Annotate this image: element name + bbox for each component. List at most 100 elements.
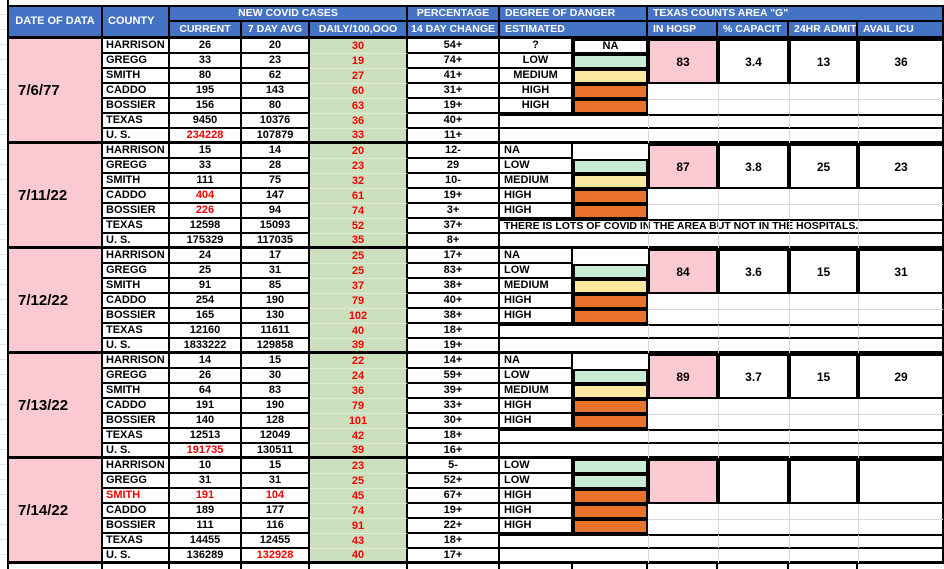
current-cases-cell[interactable]: 14455 [170,534,242,549]
county-cell[interactable]: HARRISON [103,459,170,474]
danger-label-cell[interactable]: HIGH [500,519,573,534]
7-day-avg-cell[interactable]: 11611 [242,324,310,339]
14-day-change-cell[interactable]: 12- [408,144,500,159]
date-cell[interactable]: 7/12/22 [7,249,103,354]
14-day-change-cell[interactable]: 18+ [408,429,500,444]
capacity-value[interactable]: 3.6 [718,249,789,294]
danger-label-cell[interactable]: NA [500,249,573,264]
empty-band[interactable] [500,129,944,144]
danger-label-cell[interactable]: LOW [500,159,573,174]
14-day-change-cell[interactable]: 19+ [408,99,500,114]
empty-band[interactable] [500,549,944,564]
14-day-change-cell[interactable]: 37+ [408,219,500,234]
current-cases-cell[interactable]: 14 [170,354,242,369]
current-cases-cell[interactable]: 191735 [170,444,242,459]
current-cases-cell[interactable]: 10 [170,459,242,474]
danger-swatch[interactable] [573,69,648,84]
county-cell[interactable]: U. S. [103,444,170,459]
danger-label-cell[interactable]: HIGH [500,189,573,204]
header-county[interactable]: COUNTY [103,5,170,39]
daily-per-100k-cell[interactable]: 39 [310,339,408,354]
danger-label-cell[interactable]: HIGH [500,204,573,219]
7-day-avg-cell[interactable]: 129858 [242,339,310,354]
header-pct-capacity[interactable]: % CAPACIT [718,22,789,39]
in-hosp-value[interactable]: 84 [648,249,718,294]
danger-label-cell[interactable]: HIGH [500,309,573,324]
avail-icu-value[interactable] [858,459,944,504]
7-day-avg-cell[interactable]: 75 [242,174,310,189]
current-cases-cell[interactable]: 12513 [170,429,242,444]
14-day-change-cell[interactable]: 40+ [408,294,500,309]
header-daily-per-100k[interactable]: DAILY/100,OOO [310,22,408,39]
danger-swatch[interactable] [573,384,648,399]
danger-swatch[interactable] [573,159,648,174]
county-cell[interactable]: GREGG [103,474,170,489]
daily-per-100k-cell[interactable]: 33 [310,129,408,144]
current-cases-cell[interactable]: 111 [170,174,242,189]
daily-per-100k-cell[interactable]: 20 [310,144,408,159]
note-cell[interactable] [500,534,944,549]
current-cases-cell[interactable]: 189 [170,504,242,519]
24hr-admit-value[interactable]: 15 [789,249,858,294]
current-cases-cell[interactable]: 26 [170,39,242,54]
county-cell[interactable]: BOSSIER [103,99,170,114]
current-cases-cell[interactable]: 9450 [170,114,242,129]
county-cell[interactable]: TEXAS [103,324,170,339]
current-cases-cell[interactable]: 234228 [170,129,242,144]
county-cell[interactable]: U. S. [103,549,170,564]
7-day-avg-cell[interactable]: 14 [242,144,310,159]
county-cell[interactable]: CADDO [103,399,170,414]
current-cases-cell[interactable]: 31 [170,474,242,489]
date-cell[interactable]: 7/14/22 [7,459,103,564]
7-day-avg-cell[interactable]: 190 [242,294,310,309]
14-day-change-cell[interactable]: 52+ [408,474,500,489]
daily-per-100k-cell[interactable]: 45 [310,489,408,504]
daily-per-100k-cell[interactable]: 27 [310,69,408,84]
14-day-change-cell[interactable]: 59+ [408,369,500,384]
danger-swatch[interactable] [573,294,648,309]
danger-swatch[interactable] [573,474,648,489]
current-cases-cell[interactable]: 404 [170,189,242,204]
14-day-change-cell[interactable]: 16+ [408,444,500,459]
capacity-value[interactable]: 3.4 [718,39,789,84]
7-day-avg-cell[interactable]: 62 [242,69,310,84]
current-cases-cell[interactable]: 12160 [170,324,242,339]
in-hosp-value[interactable]: 83 [648,39,718,84]
14-day-change-cell[interactable]: 17+ [408,249,500,264]
danger-swatch[interactable]: NA [573,39,648,54]
header-in-hosp[interactable]: IN HOSP [648,22,718,39]
danger-swatch[interactable] [573,189,648,204]
daily-per-100k-cell[interactable]: 22 [310,354,408,369]
daily-per-100k-cell[interactable]: 60 [310,84,408,99]
daily-per-100k-cell[interactable]: 25 [310,249,408,264]
14-day-change-cell[interactable]: 29 [408,159,500,174]
danger-swatch[interactable] [573,489,648,504]
county-cell[interactable]: SMITH [103,69,170,84]
danger-label-cell[interactable]: ? [500,39,573,54]
county-cell[interactable]: U. S. [103,339,170,354]
header-texas-counts[interactable]: TEXAS COUNTS AREA "G" [648,5,944,22]
danger-label-cell[interactable]: MEDIUM [500,174,573,189]
7-day-avg-cell[interactable]: 177 [242,504,310,519]
daily-per-100k-cell[interactable]: 79 [310,294,408,309]
current-cases-cell[interactable]: 140 [170,414,242,429]
danger-swatch[interactable] [573,279,648,294]
current-cases-cell[interactable]: 136289 [170,549,242,564]
daily-per-100k-cell[interactable]: 74 [310,504,408,519]
24hr-admit-value[interactable]: 25 [789,144,858,189]
current-cases-cell[interactable]: 111 [170,519,242,534]
avail-icu-value[interactable]: 23 [858,144,944,189]
14-day-change-cell[interactable]: 8+ [408,234,500,249]
current-cases-cell[interactable]: 165 [170,309,242,324]
7-day-avg-cell[interactable]: 28 [242,159,310,174]
current-cases-cell[interactable]: 24 [170,249,242,264]
daily-per-100k-cell[interactable]: 35 [310,234,408,249]
7-day-avg-cell[interactable]: 147 [242,189,310,204]
daily-per-100k-cell[interactable]: 39 [310,444,408,459]
county-cell[interactable]: SMITH [103,279,170,294]
danger-label-cell[interactable]: HIGH [500,399,573,414]
in-hosp-value[interactable]: 87 [648,144,718,189]
capacity-value[interactable] [718,459,789,504]
danger-swatch[interactable] [573,264,648,279]
14-day-change-cell[interactable]: 22+ [408,519,500,534]
